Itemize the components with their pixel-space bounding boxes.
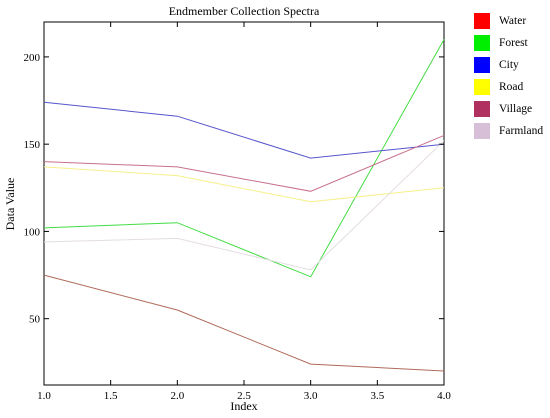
legend-swatch bbox=[474, 79, 490, 95]
y-tick-label: 50 bbox=[29, 314, 41, 326]
legend-label: Road bbox=[499, 81, 524, 93]
legend-label: Water bbox=[499, 15, 527, 27]
axes-layer: 1.0 1.5 2.0 2.5 3.0 3.5 4.0 50 100 150 200 bbox=[24, 22, 451, 402]
series-layer bbox=[43, 39, 445, 372]
legend-item-water: Water bbox=[474, 10, 543, 32]
legend-item-road: Road bbox=[474, 76, 543, 98]
series-line-road bbox=[43, 166, 445, 203]
y-axis-label: Data Value bbox=[3, 178, 17, 231]
x-tick-label: 1.5 bbox=[104, 390, 118, 402]
x-tick-label: 2.0 bbox=[170, 390, 184, 402]
y-tick-label: 150 bbox=[24, 139, 41, 151]
x-tick-label: 1.0 bbox=[37, 390, 51, 402]
legend-swatch bbox=[474, 35, 490, 51]
legend-swatch bbox=[474, 123, 490, 139]
legend-label: City bbox=[499, 59, 519, 71]
legend-label: Forest bbox=[499, 37, 528, 49]
y-tick-label: 200 bbox=[24, 52, 41, 64]
y-tick-label: 100 bbox=[24, 226, 41, 238]
legend-item-city: City bbox=[474, 54, 543, 76]
series-line-city bbox=[43, 101, 445, 159]
legend-item-village: Village bbox=[474, 98, 543, 120]
plot-frame bbox=[43, 21, 445, 386]
chart-title: Endmember Collection Spectra bbox=[169, 4, 320, 18]
legend: Water Forest City Road Village Farmland bbox=[474, 10, 543, 142]
legend-swatch bbox=[474, 13, 490, 29]
legend-label: Village bbox=[499, 103, 533, 115]
legend-item-farmland: Farmland bbox=[474, 120, 543, 142]
series-line-farmland bbox=[43, 140, 445, 271]
x-tick-label: 4.0 bbox=[437, 390, 451, 402]
series-line-village bbox=[43, 134, 445, 192]
series-line-forest bbox=[43, 39, 445, 278]
x-axis-label: Index bbox=[230, 399, 257, 413]
x-tick-label: 3.0 bbox=[304, 390, 318, 402]
x-tick-label: 3.5 bbox=[370, 390, 384, 402]
series-line-water bbox=[43, 274, 445, 372]
legend-swatch bbox=[474, 57, 490, 73]
legend-label: Farmland bbox=[499, 125, 544, 137]
legend-swatch bbox=[474, 101, 490, 117]
legend-item-forest: Forest bbox=[474, 32, 543, 54]
x-tick-label: 2.5 bbox=[237, 390, 251, 402]
